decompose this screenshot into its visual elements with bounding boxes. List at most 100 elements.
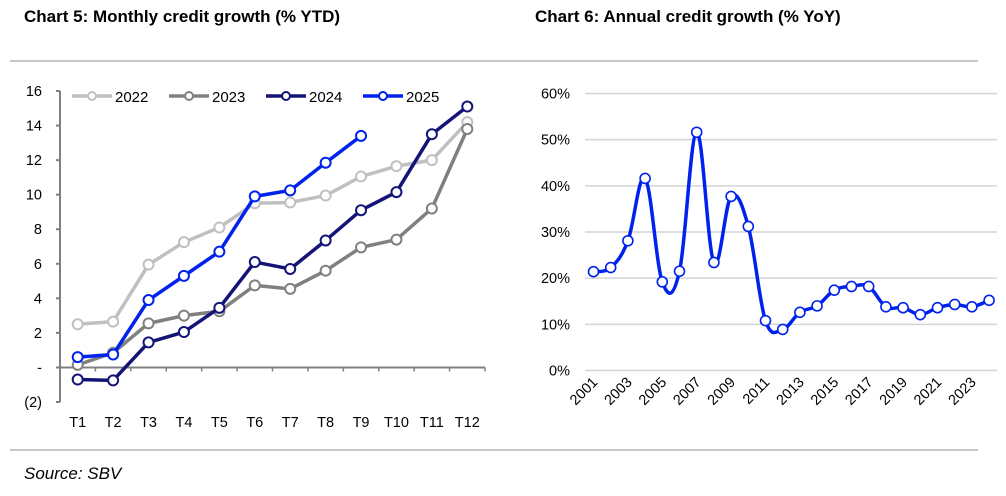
chart6-x-tick-label: 2005: [636, 375, 670, 409]
chart5-y-tick-label: 4: [34, 291, 42, 307]
chart5-x-tick-label: T4: [175, 415, 192, 431]
chart5-y-tick-label: -: [37, 360, 42, 376]
chart5-legend-label: 2024: [309, 89, 342, 106]
chart6-point: [897, 301, 909, 314]
chart6-y-tick-label: 10%: [541, 317, 570, 333]
chart6-y-tick-label: 60%: [541, 87, 570, 103]
chart6-point: [948, 298, 961, 311]
chart5-point-2024: [213, 301, 226, 314]
chart6-point: [656, 276, 669, 288]
chart5-legend-marker: [184, 91, 194, 101]
chart5-point-2023: [425, 202, 438, 215]
chart5-series-2022: [71, 116, 474, 331]
chart5-point-2023: [355, 241, 368, 254]
chart6-y-tick-label: 40%: [541, 179, 570, 195]
chart5-point-2024: [355, 204, 368, 217]
chart5-x-tick-label: T8: [317, 415, 334, 431]
chart5-series-2025: [71, 129, 368, 364]
chart5-point-2025: [355, 129, 368, 142]
chart6-point: [983, 294, 995, 307]
bottom-divider: [10, 449, 978, 451]
source-note: Source: SBV: [24, 464, 122, 483]
chart6-point: [966, 300, 978, 313]
chart6-x-tick-label: 2011: [740, 375, 773, 408]
chart6-point: [828, 284, 841, 296]
chart6-x-tick-label: 2003: [602, 375, 636, 409]
chart5-x-tick-label: T9: [353, 415, 370, 431]
chart5-point-2022: [107, 315, 120, 328]
chart5-point-2022: [284, 196, 297, 209]
chart5-y-tick-label: 6: [34, 257, 42, 273]
chart5-point-2022: [425, 154, 438, 167]
chart5-point-2022: [355, 170, 368, 183]
chart5-y-tick-label: (2): [24, 395, 42, 411]
chart5-y-tick-label: 16: [26, 84, 42, 100]
chart5-y-tick-label: 10: [26, 188, 42, 204]
chart6-point: [845, 280, 858, 293]
chart5-y-tick-label: 2: [34, 326, 42, 342]
chart5-legend-marker: [281, 91, 291, 101]
top-divider: [10, 60, 978, 62]
chart6-point: [622, 234, 634, 247]
chart5-point-2025: [213, 245, 226, 258]
chart5-point-2023: [390, 233, 403, 246]
chart6-x-tick-label: 2015: [808, 375, 842, 409]
chart5-point-2024: [177, 326, 190, 339]
chart5-point-2022: [213, 221, 226, 234]
chart6-point: [742, 220, 755, 233]
chart6-point: [776, 323, 789, 336]
chart5-x-tick-label: T2: [105, 415, 122, 431]
chart6-y-tick-label: 50%: [541, 133, 570, 149]
chart6-point: [914, 308, 927, 321]
chart5-point-2023: [177, 309, 190, 322]
chart6-x-tick-label: 2019: [877, 375, 911, 409]
chart5-point-2025: [107, 348, 120, 361]
chart5-x-tick-label: T6: [246, 415, 263, 431]
chart5-point-2024: [425, 128, 438, 141]
chart5-point-2025: [177, 269, 190, 282]
chart5-title: Chart 5: Monthly credit growth (% YTD): [24, 7, 341, 26]
chart5-point-2023: [319, 264, 332, 277]
chart5-point-2025: [142, 294, 155, 307]
chart6-x-tick-label: 2023: [946, 375, 980, 409]
chart5-legend-label: 2025: [406, 89, 439, 106]
chart5-legend-marker: [378, 91, 388, 101]
chart5-point-2022: [177, 236, 190, 249]
chart6-point: [880, 300, 892, 313]
chart6-y-tick-label: 30%: [541, 225, 570, 241]
chart5-point-2022: [142, 258, 155, 271]
chart6-point: [862, 280, 875, 293]
chart5-point-2024: [319, 234, 332, 247]
chart5-line-2023: [77, 128, 469, 367]
chart6-point: [931, 301, 944, 314]
chart5-y-tick-label: 8: [34, 222, 42, 238]
chart5-legend-marker: [87, 91, 97, 101]
chart5-point-2023: [142, 317, 155, 330]
chart5-x-tick-label: T10: [384, 415, 409, 431]
chart6-x-tick-label: 2009: [705, 375, 739, 409]
chart6-x-tick-label: 2001: [567, 375, 601, 409]
chart6-point: [794, 306, 806, 319]
chart5-x-tick-label: T5: [211, 415, 228, 431]
chart5-point-2024: [461, 100, 474, 113]
chart6-x-tick-label: 2013: [774, 375, 808, 409]
chart5-point-2024: [284, 262, 297, 275]
chart5-point-2022: [319, 189, 332, 202]
chart5-point-2024: [107, 374, 120, 387]
chart6-y-tick-label: 0%: [549, 364, 570, 380]
chart5-x-tick-label: T1: [69, 415, 86, 431]
chart6-x-tick-label: 2007: [670, 375, 704, 409]
chart5-line-2024: [77, 105, 469, 383]
chart5-point-2023: [461, 123, 474, 136]
chart6-point: [759, 314, 772, 327]
chart6-point: [708, 256, 720, 269]
chart5-point-2024: [71, 373, 84, 386]
chart5-x-tick-label: T11: [420, 415, 444, 431]
chart5-y-tick-label: 14: [26, 119, 42, 135]
chart5-point-2025: [284, 184, 297, 197]
chart5-x-tick-label: T12: [455, 415, 480, 431]
chart5-point-2025: [71, 351, 84, 364]
chart5-point-2023: [284, 282, 297, 295]
